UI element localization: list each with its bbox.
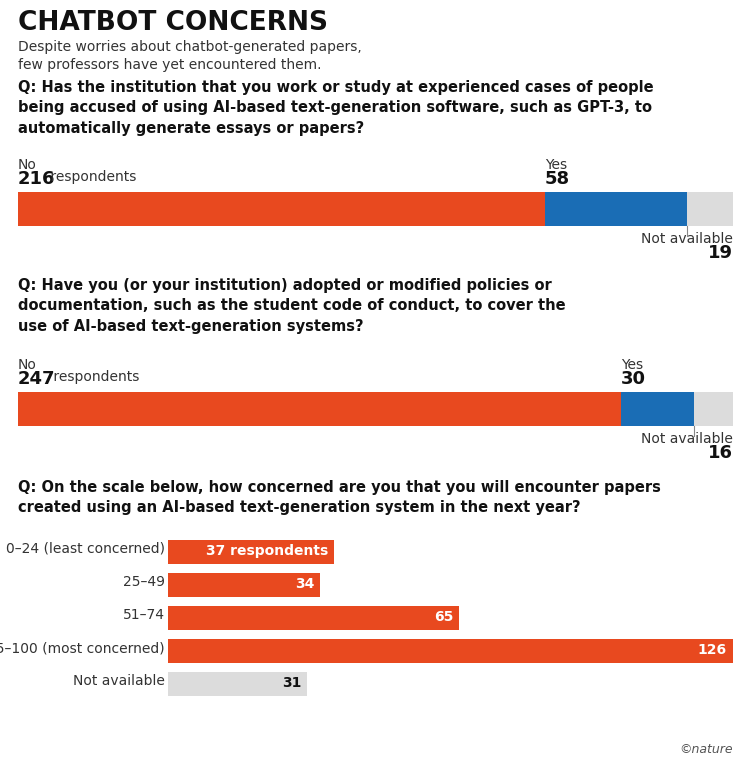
Bar [168, 639, 733, 663]
Text: 25–49: 25–49 [123, 575, 165, 589]
Text: Despite worries about chatbot-generated papers,
few professors have yet encounte: Despite worries about chatbot-generated … [18, 40, 362, 72]
Text: ©nature: ©nature [680, 743, 733, 756]
Text: No: No [18, 158, 37, 172]
Text: Yes: Yes [621, 358, 643, 372]
Text: 19: 19 [708, 244, 733, 262]
Text: 58: 58 [545, 170, 570, 188]
Text: No: No [18, 358, 37, 372]
Text: Not available: Not available [73, 674, 165, 688]
Text: 75–100 (most concerned): 75–100 (most concerned) [0, 641, 165, 655]
Text: Q: Has the institution that you work or study at experienced cases of people
bei: Q: Has the institution that you work or … [18, 80, 653, 136]
Bar [694, 392, 733, 426]
Text: 30: 30 [621, 370, 646, 388]
Text: 126: 126 [698, 643, 727, 657]
Text: 31: 31 [282, 676, 301, 690]
Text: CHATBOT CONCERNS: CHATBOT CONCERNS [18, 10, 328, 36]
Text: Q: On the scale below, how concerned are you that you will encounter papers
crea: Q: On the scale below, how concerned are… [18, 480, 661, 515]
Text: 51–74: 51–74 [123, 608, 165, 622]
Bar [168, 606, 460, 630]
Text: 216: 216 [18, 170, 56, 188]
Text: 0–24 (least concerned): 0–24 (least concerned) [6, 542, 165, 556]
Text: Yes: Yes [545, 158, 567, 172]
Text: 16: 16 [708, 444, 733, 462]
Bar [545, 192, 686, 226]
Text: 65: 65 [434, 610, 454, 624]
Bar [18, 192, 545, 226]
Text: Q: Have you (or your institution) adopted or modified policies or
documentation,: Q: Have you (or your institution) adopte… [18, 278, 566, 334]
Text: 34: 34 [295, 577, 315, 591]
Bar [168, 540, 334, 564]
Text: respondents: respondents [49, 370, 140, 384]
Bar [621, 392, 694, 426]
Text: 37 respondents: 37 respondents [206, 544, 328, 558]
Bar [168, 573, 321, 597]
Text: Not available: Not available [641, 232, 733, 246]
Bar [18, 392, 621, 426]
Text: respondents: respondents [46, 170, 137, 184]
Text: 247: 247 [18, 370, 56, 388]
Bar [168, 672, 307, 696]
Bar [686, 192, 733, 226]
Text: Not available: Not available [641, 432, 733, 446]
